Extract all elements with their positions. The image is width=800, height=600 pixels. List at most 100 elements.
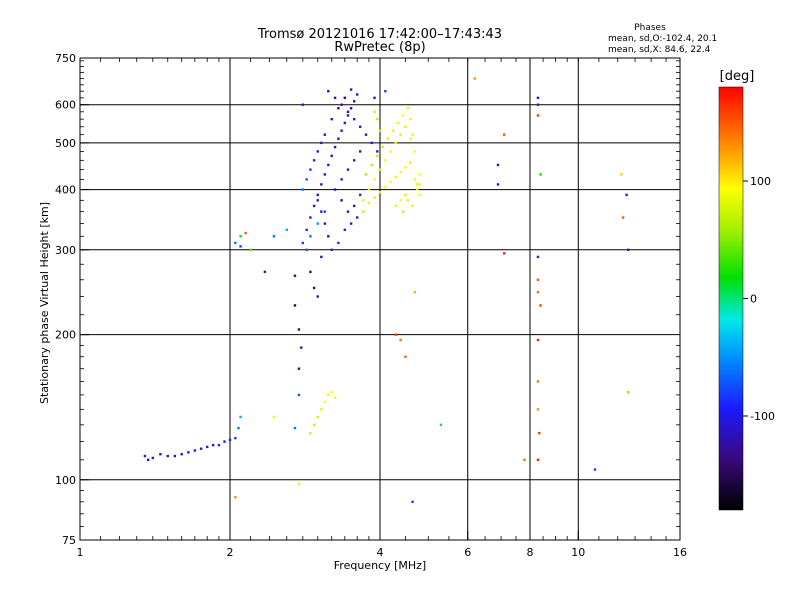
data-point xyxy=(384,185,387,189)
y-tick-label: 75 xyxy=(62,534,76,547)
x-tick-label: 6 xyxy=(464,546,471,559)
data-point xyxy=(404,355,407,358)
data-point xyxy=(234,496,237,499)
data-point xyxy=(355,93,359,96)
data-point xyxy=(239,415,242,419)
data-point xyxy=(211,443,215,447)
data-point xyxy=(349,107,353,110)
y-tick-label: 750 xyxy=(55,52,76,65)
data-point xyxy=(300,346,303,349)
colorbar-tick-label: 0 xyxy=(750,293,757,306)
data-point xyxy=(536,278,540,281)
data-point xyxy=(320,255,323,259)
data-point xyxy=(330,117,333,121)
y-tick-label: 200 xyxy=(55,329,76,342)
data-point xyxy=(384,159,387,162)
data-point xyxy=(180,452,183,456)
data-point xyxy=(349,88,353,91)
data-point xyxy=(343,228,347,232)
data-point xyxy=(411,133,414,136)
data-point xyxy=(352,159,356,162)
data-point xyxy=(409,137,412,140)
data-point xyxy=(401,210,405,213)
x-tick-label: 8 xyxy=(527,546,534,559)
colorbar-label: [deg] xyxy=(719,69,755,84)
data-point xyxy=(352,204,356,208)
data-point xyxy=(293,274,297,277)
data-point xyxy=(409,117,412,121)
data-point xyxy=(389,150,392,153)
data-point xyxy=(352,117,356,121)
data-point xyxy=(536,114,540,117)
y-tick-label: 100 xyxy=(55,474,76,487)
data-point xyxy=(297,367,301,370)
stats-header: Phases xyxy=(634,23,666,33)
data-point xyxy=(406,107,410,110)
x-tick-label: 2 xyxy=(227,546,234,559)
data-point xyxy=(370,163,373,167)
data-point xyxy=(316,295,319,298)
data-point xyxy=(415,183,419,186)
data-point xyxy=(297,482,301,486)
data-point xyxy=(394,175,397,179)
data-point xyxy=(199,447,203,450)
data-point xyxy=(394,204,397,208)
data-point xyxy=(301,103,305,106)
data-point xyxy=(536,291,540,294)
data-point xyxy=(340,178,343,181)
data-point xyxy=(316,415,319,419)
colorbar xyxy=(718,86,744,511)
data-point xyxy=(333,396,337,399)
stats-line-o: mean, sd,O:-102.4, 20.1 xyxy=(608,34,718,44)
data-point xyxy=(151,456,155,460)
data-point xyxy=(627,248,630,252)
data-point xyxy=(312,159,316,162)
colorbar-tick-label: -100 xyxy=(750,410,775,423)
data-point xyxy=(234,436,237,440)
data-point xyxy=(166,454,169,458)
data-point xyxy=(394,333,397,336)
data-point xyxy=(263,270,267,274)
data-point xyxy=(418,193,421,197)
data-point xyxy=(538,431,541,435)
data-point xyxy=(143,454,147,458)
data-point xyxy=(539,304,542,307)
data-point xyxy=(320,210,323,213)
data-point xyxy=(333,188,337,191)
data-point xyxy=(159,452,162,456)
data-point xyxy=(237,426,240,430)
data-point xyxy=(376,154,379,158)
data-point xyxy=(373,96,376,100)
data-point xyxy=(312,286,316,290)
data-point xyxy=(536,96,540,100)
data-point xyxy=(415,188,419,191)
data-point xyxy=(358,193,362,197)
data-point xyxy=(333,145,337,149)
data-point xyxy=(316,222,319,225)
data-point xyxy=(309,216,312,219)
data-point xyxy=(373,110,376,114)
data-point xyxy=(346,114,350,117)
data-point xyxy=(320,408,323,411)
data-point xyxy=(330,248,333,252)
data-point xyxy=(323,222,327,225)
data-point xyxy=(223,440,226,443)
data-point xyxy=(297,393,301,397)
data-point xyxy=(343,96,347,100)
data-point xyxy=(301,188,305,191)
y-tick-label: 500 xyxy=(55,137,76,150)
data-point xyxy=(373,196,376,199)
data-point xyxy=(340,103,343,106)
data-point xyxy=(272,415,276,419)
x-axis-label: Frequency [MHz] xyxy=(333,559,427,572)
data-point xyxy=(358,125,362,128)
data-point xyxy=(312,423,316,427)
data-point xyxy=(399,170,402,174)
data-point xyxy=(413,150,417,153)
data-point xyxy=(305,228,308,232)
data-point xyxy=(297,328,301,331)
data-point xyxy=(346,210,350,213)
x-tick-label: 10 xyxy=(571,546,585,559)
data-point xyxy=(272,235,276,238)
data-point xyxy=(411,500,414,504)
